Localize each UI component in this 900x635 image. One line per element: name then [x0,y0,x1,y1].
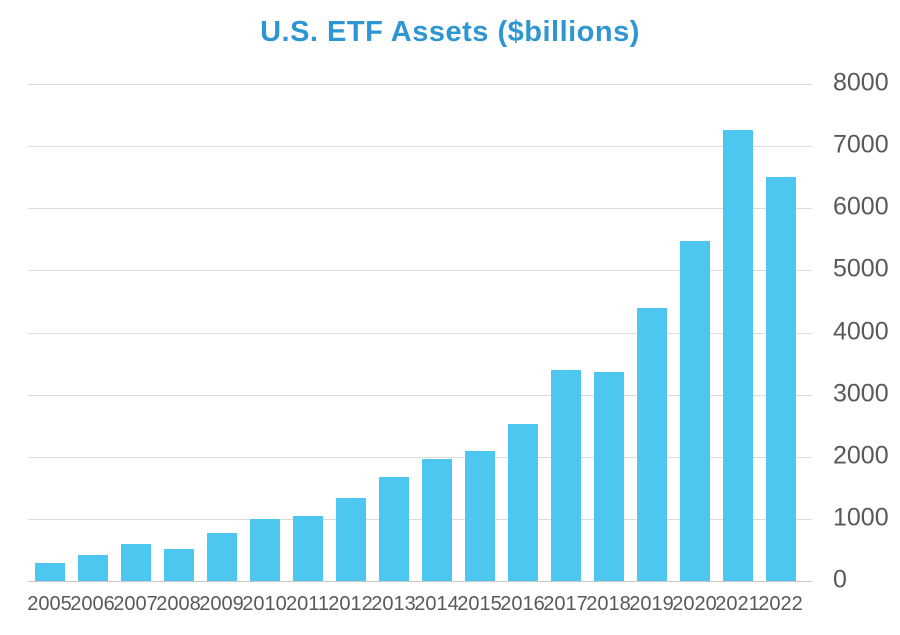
bar-2014 [421,459,452,581]
x-axis-label-2019: 2019 [629,593,674,615]
y-axis-label-1000: 1000 [833,503,889,532]
bar-2021 [722,129,753,581]
bar-2019 [636,307,667,581]
x-axis-label-2014: 2014 [414,593,459,615]
x-axis-label-2022: 2022 [758,593,803,615]
bar-2010 [249,519,280,581]
bar-2015 [464,450,495,581]
x-axis-label-2008: 2008 [156,593,201,615]
x-axis-label-2007: 2007 [113,593,158,615]
bar-2020 [679,241,710,581]
y-axis-label-8000: 8000 [833,68,889,97]
x-axis-label-2012: 2012 [328,593,373,615]
y-axis-label-3000: 3000 [833,378,889,407]
bar-2022 [765,177,796,581]
x-axis-label-2009: 2009 [199,593,244,615]
y-axis-label-7000: 7000 [833,130,889,159]
bar-2006 [77,554,108,581]
bar-2008 [163,548,194,581]
gridline-1000 [28,518,802,520]
bar-2012 [335,498,366,581]
bar-2017 [550,369,581,581]
x-axis-label-2013: 2013 [371,593,416,615]
gridline-3000 [28,394,802,396]
bar-2009 [206,533,237,581]
y-axis-label-4000: 4000 [833,316,889,345]
gridline-4000 [28,332,802,334]
gridline-5000 [28,270,802,272]
y-axis-label-0: 0 [833,565,847,594]
bar-2007 [120,543,151,581]
bar-2005 [34,562,65,581]
x-axis-label-2006: 2006 [70,593,115,615]
x-axis-label-2005: 2005 [27,593,72,615]
x-axis-label-2016: 2016 [500,593,545,615]
bar-2018 [593,371,624,581]
bar-2011 [292,515,323,581]
x-axis-label-2011: 2011 [285,593,330,615]
y-tick-4000 [802,332,812,334]
gridline-7000 [28,146,802,148]
x-axis-label-2020: 2020 [672,593,717,615]
gridline-2000 [28,456,802,458]
x-axis-baseline [28,581,812,582]
y-tick-6000 [802,208,812,210]
bar-2013 [378,477,409,581]
y-axis-label-5000: 5000 [833,254,889,283]
x-axis-label-2010: 2010 [242,593,287,615]
y-tick-7000 [802,146,812,148]
y-tick-1000 [802,518,812,520]
x-axis-label-2021: 2021 [715,593,760,615]
chart-title: U.S. ETF Assets ($billions) [260,16,640,48]
y-tick-2000 [802,456,812,458]
y-axis-label-6000: 6000 [833,192,889,221]
x-axis-label-2017: 2017 [543,593,588,615]
y-axis-label-2000: 2000 [833,441,889,470]
y-tick-3000 [802,394,812,396]
gridline-8000 [28,84,802,85]
x-axis-label-2015: 2015 [457,593,502,615]
bar-2016 [507,424,538,581]
gridline-6000 [28,208,802,210]
y-tick-5000 [802,270,812,272]
x-axis-label-2018: 2018 [586,593,631,615]
y-tick-8000 [802,84,812,85]
